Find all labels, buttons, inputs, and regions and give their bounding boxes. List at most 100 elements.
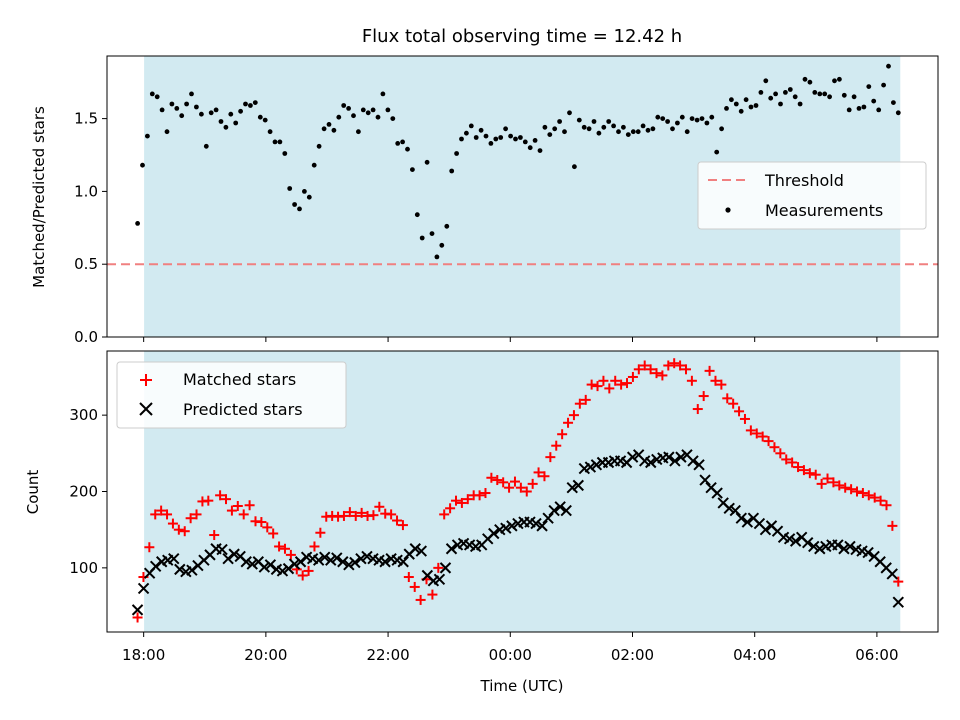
measurement-point: [429, 231, 435, 237]
predicted-star-marker: [626, 451, 639, 463]
measurement-point: [532, 138, 538, 143]
matched-star-marker: [645, 364, 656, 375]
matched-star-marker: [627, 371, 638, 382]
matched-star-marker: [675, 360, 686, 371]
measurement-point: [400, 139, 405, 145]
measurement-point: [572, 164, 577, 170]
measurement-point: [223, 124, 229, 130]
matched-star-marker: [203, 495, 214, 506]
predicted-star-marker: [331, 552, 343, 564]
measurement-point: [405, 146, 410, 152]
matched-star-marker: [787, 457, 798, 468]
measurement-point: [189, 91, 194, 97]
measurement-point: [410, 167, 415, 173]
measurement-point: [562, 129, 567, 135]
matched-star-marker: [226, 505, 237, 516]
measurement-point: [650, 126, 656, 132]
predicted-star-marker: [886, 568, 898, 580]
predicted-star-marker: [361, 550, 373, 563]
measurement-point: [856, 106, 862, 111]
measurement-point: [876, 107, 882, 113]
matched-star-marker: [279, 543, 290, 554]
measurement-point: [586, 126, 592, 132]
matched-star-marker: [852, 486, 863, 497]
matched-star-marker: [309, 541, 320, 552]
top-y-tick-label: 1.5: [74, 110, 98, 128]
measurement-point: [802, 76, 808, 82]
matched-star-marker: [498, 477, 509, 488]
matched-star-marker: [156, 505, 167, 516]
matched-star-marker: [857, 488, 868, 499]
matched-star-marker: [215, 490, 226, 501]
legend-matched-swatch: [140, 374, 152, 386]
legend-threshold-label: Threshold: [764, 171, 844, 190]
measurement-point: [841, 92, 847, 98]
measurement-point: [567, 110, 572, 116]
matched-star-marker: [409, 581, 420, 592]
matched-star-marker: [610, 375, 621, 386]
measurement-point: [336, 114, 342, 120]
matched-star-marker: [303, 565, 314, 576]
matched-star-marker: [486, 472, 497, 483]
measurement-point: [238, 108, 244, 114]
measurement-point: [174, 106, 180, 111]
legend-predicted-swatch: [139, 402, 153, 416]
measurement-point: [390, 116, 396, 121]
matched-star-marker: [344, 507, 355, 518]
matched-star-marker: [179, 526, 190, 537]
measurement-point: [311, 162, 317, 168]
predicted-star-marker: [131, 604, 144, 616]
predicted-star-marker: [312, 554, 325, 566]
measurement-point: [282, 151, 288, 156]
matched-star-marker: [798, 465, 809, 476]
measurement-point: [228, 111, 234, 117]
measurement-point: [851, 94, 857, 100]
measurement-point: [483, 133, 489, 139]
matched-star-marker: [881, 500, 892, 511]
bottom-panel: 100 200 300 18:00 20:00 22:00 00:00 02:00 04:00…: [24, 350, 939, 695]
x-axis-label: Time (UTC): [480, 677, 564, 695]
matched-star-marker: [893, 576, 904, 587]
measurement-point: [326, 122, 332, 127]
matched-star-marker: [863, 490, 874, 501]
measurement-point: [625, 132, 631, 138]
matched-star-marker: [445, 503, 456, 514]
matched-star-marker: [834, 480, 845, 491]
predicted-star-marker: [246, 558, 258, 570]
matched-star-marker: [356, 507, 367, 518]
measurement-point: [768, 95, 774, 101]
predicted-star-marker: [669, 455, 681, 467]
measurement-point: [891, 100, 896, 105]
predicted-star-marker: [433, 573, 446, 586]
matched-star-marker: [415, 594, 426, 605]
measurement-point: [488, 141, 494, 146]
measurement-point: [508, 133, 513, 139]
predicted-star-marker: [548, 504, 560, 517]
measurement-point: [454, 151, 459, 156]
measurement-point: [527, 145, 533, 151]
predicted-star-marker: [862, 546, 874, 559]
measurement-point: [459, 136, 464, 142]
measurement-point: [424, 159, 430, 165]
measurement-point: [169, 101, 175, 107]
measurement-point: [635, 129, 641, 135]
predicted-star-marker: [735, 512, 748, 524]
matched-star-marker: [450, 495, 461, 506]
matched-star-marker: [692, 404, 703, 415]
predicted-star-marker: [832, 539, 844, 551]
measurement-point: [601, 124, 607, 130]
top-y-tick-label: 1.0: [74, 182, 98, 200]
measurement-point: [719, 126, 724, 132]
matched-star-marker: [480, 488, 491, 499]
predicted-star-marker: [174, 563, 186, 576]
measurement-point: [164, 129, 170, 135]
matched-star-marker: [680, 364, 691, 375]
measurement-point: [154, 94, 160, 100]
predicted-star-marker: [186, 564, 198, 576]
measurement-point: [375, 114, 381, 120]
measurement-point: [787, 87, 793, 92]
measurement-point: [449, 168, 455, 174]
measurement-point: [886, 63, 891, 69]
measurement-point: [262, 117, 268, 123]
measurement-point: [306, 194, 312, 200]
